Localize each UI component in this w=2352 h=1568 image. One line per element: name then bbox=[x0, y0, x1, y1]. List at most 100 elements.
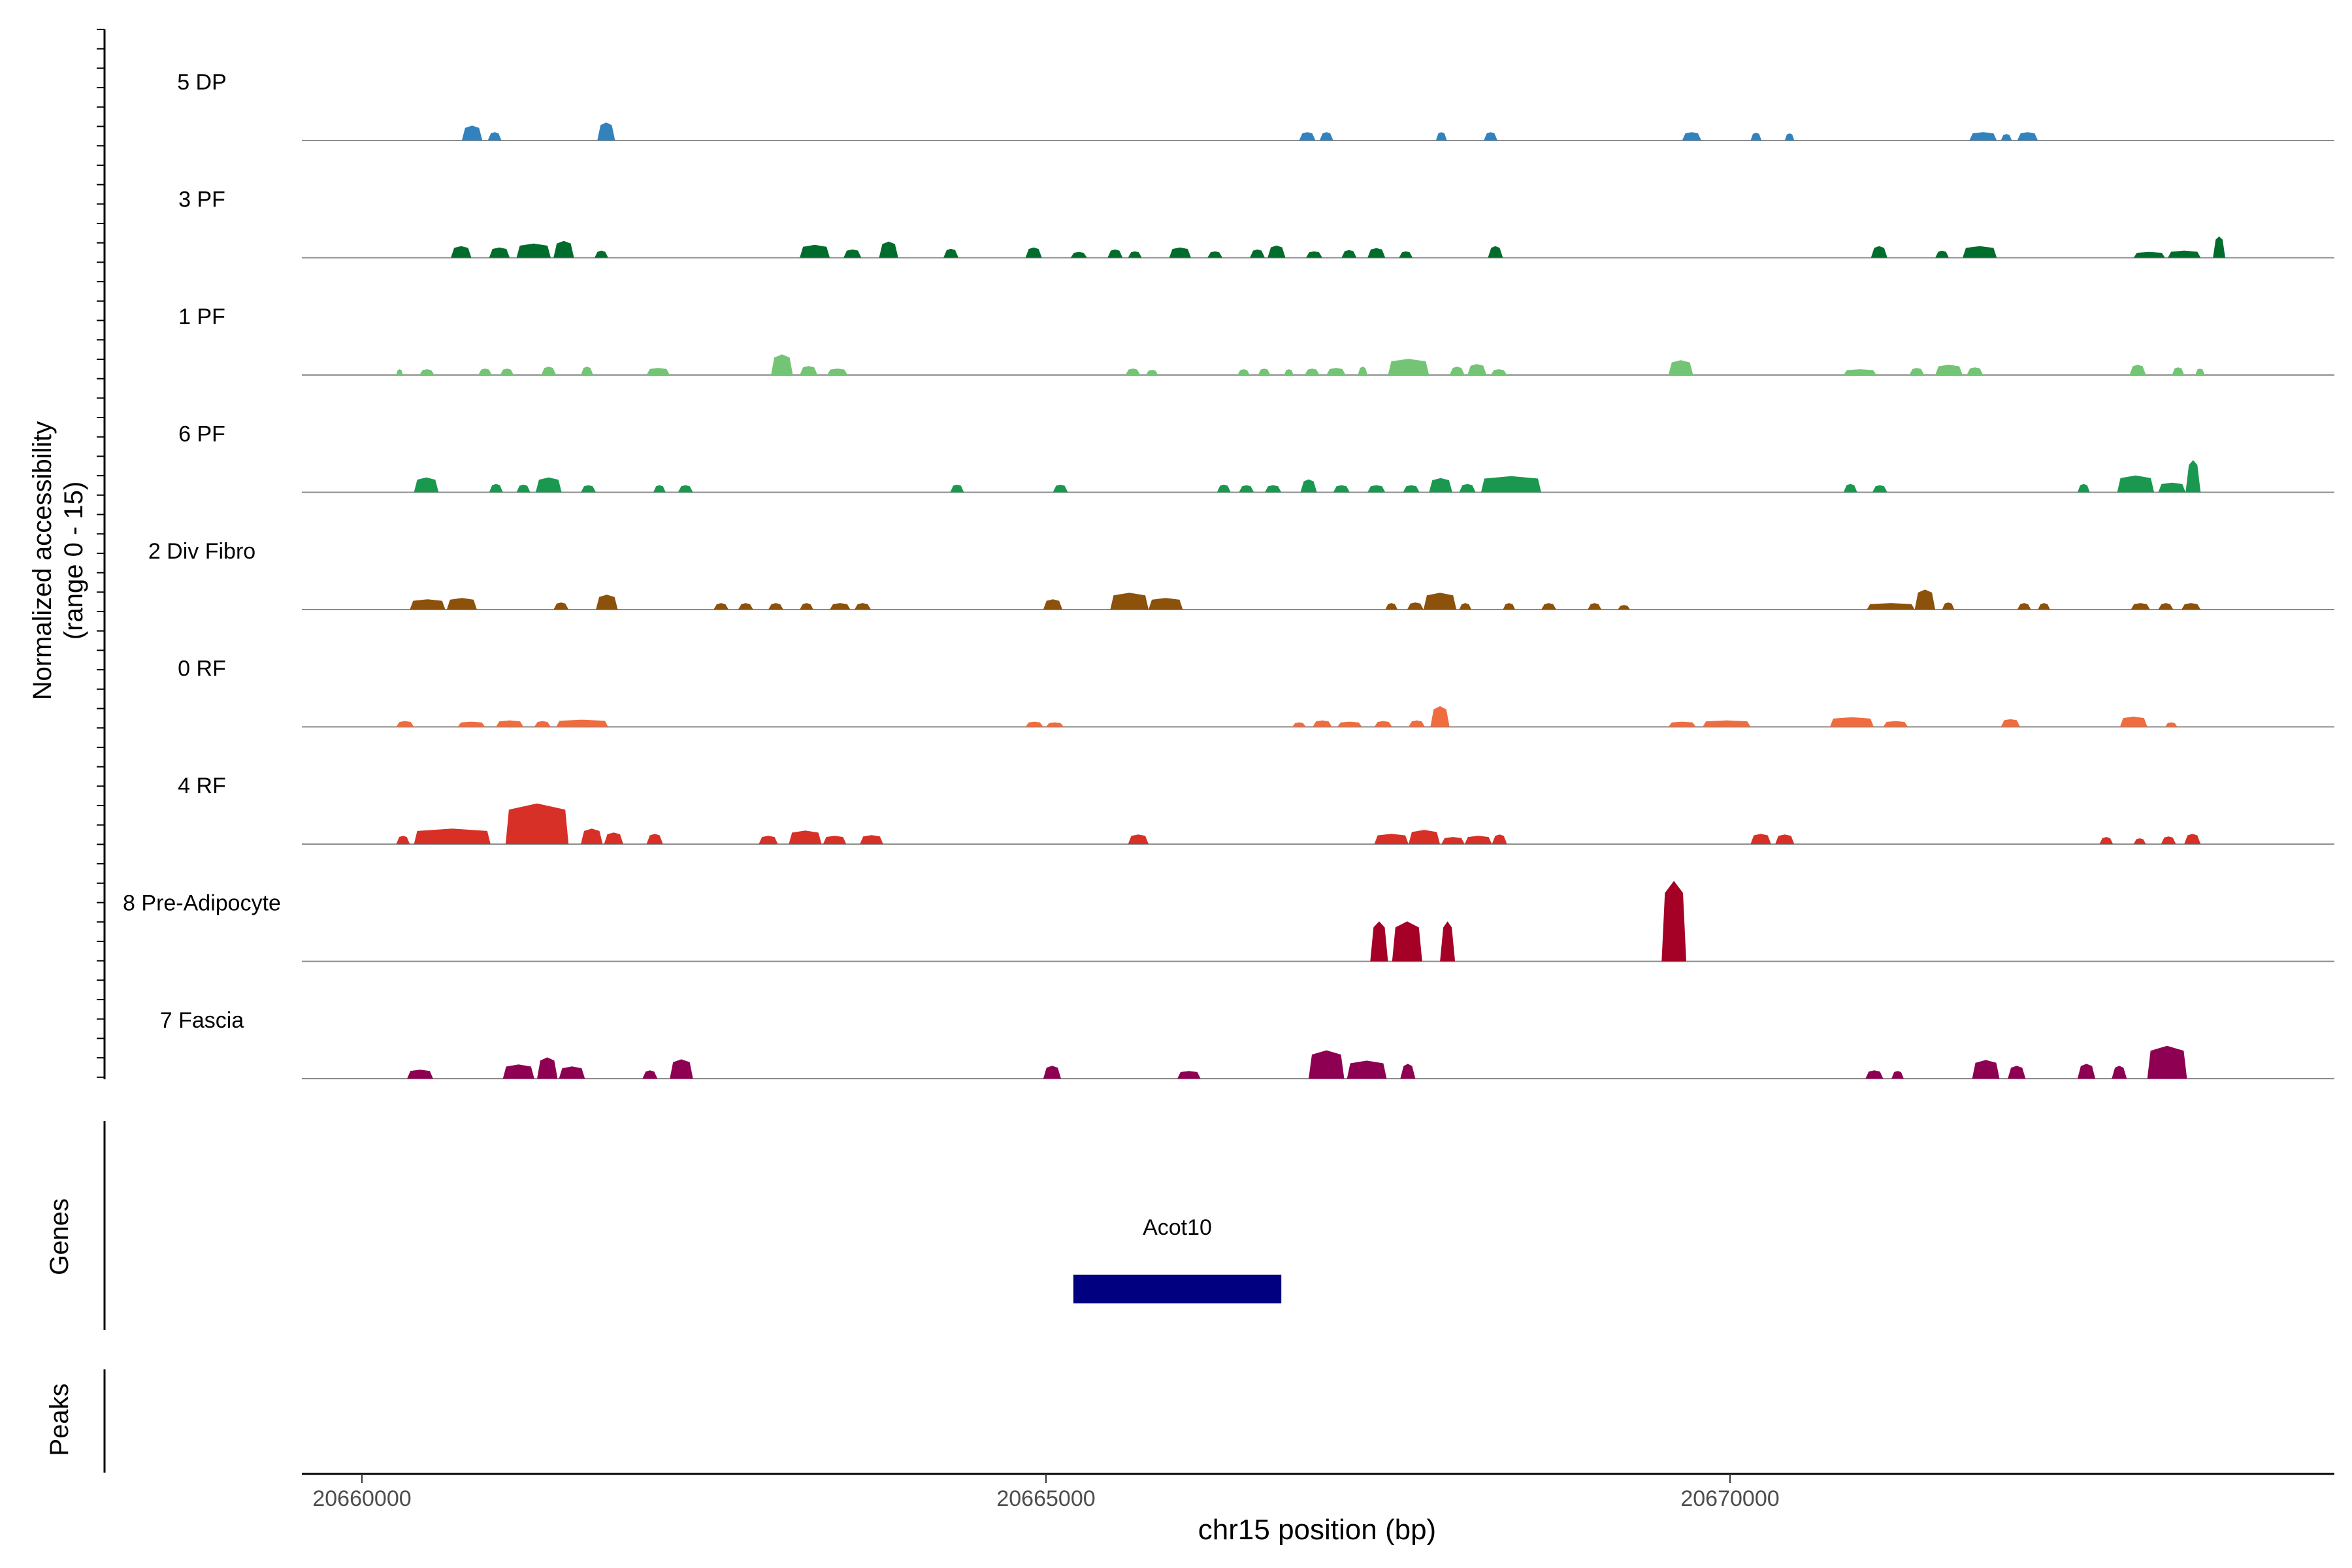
coverage-peak bbox=[1207, 251, 1223, 258]
coverage-peak bbox=[1250, 249, 1265, 258]
gene-annotations: Acot10 bbox=[1073, 1215, 1282, 1303]
coverage-peak bbox=[1503, 603, 1516, 610]
track-9: 7 Fascia bbox=[160, 1008, 2334, 1079]
coverage-peak bbox=[581, 367, 593, 375]
coverage-peak bbox=[1128, 834, 1149, 844]
coverage-peak bbox=[1309, 1050, 1345, 1079]
coverage-peak bbox=[1392, 921, 1422, 962]
coverage-peak bbox=[2161, 836, 2176, 844]
coverage-peak bbox=[461, 125, 483, 140]
coverage-peak bbox=[771, 354, 793, 375]
track-2: 3 PF bbox=[178, 188, 2334, 259]
coverage-peak bbox=[827, 368, 848, 375]
coverage-peak bbox=[407, 1070, 433, 1079]
coverage-peak bbox=[1935, 365, 1963, 375]
coverage-peak bbox=[1750, 834, 1771, 844]
coverage-peak bbox=[879, 241, 898, 258]
coverage-peak bbox=[1305, 251, 1322, 258]
coverage-peak bbox=[553, 602, 569, 610]
coverage-peak bbox=[1149, 598, 1183, 610]
coverage-peak bbox=[1464, 836, 1492, 844]
track-label: 7 Fascia bbox=[160, 1008, 244, 1033]
coverage-peak bbox=[1403, 485, 1420, 493]
y-axis-label-line1: Normalized accessibility bbox=[28, 421, 57, 700]
coverage-peak bbox=[1618, 605, 1631, 610]
coverage-peak bbox=[1909, 368, 1925, 375]
coverage-peak bbox=[1972, 1060, 2000, 1079]
coverage-peak bbox=[2213, 236, 2225, 258]
coverage-peak bbox=[1107, 249, 1123, 258]
coverage-peak bbox=[1541, 603, 1557, 610]
coverage-peak bbox=[1484, 132, 1497, 140]
coverage-peak bbox=[1265, 485, 1282, 493]
coverage-peak bbox=[854, 603, 871, 610]
coverage-peak bbox=[1337, 721, 1362, 727]
track-label: 5 DP bbox=[177, 70, 227, 95]
coverage-peak bbox=[414, 828, 491, 844]
coverage-peak bbox=[1341, 250, 1357, 258]
coverage-peak bbox=[1865, 1070, 1884, 1079]
coverage-peak bbox=[581, 828, 603, 844]
coverage-peak bbox=[1407, 602, 1424, 610]
coverage-peak bbox=[1408, 720, 1425, 727]
coverage-peak bbox=[502, 1064, 534, 1079]
coverage-peak bbox=[1347, 1060, 1387, 1079]
coverage-peak bbox=[2185, 460, 2201, 493]
coverage-peak bbox=[1459, 483, 1476, 493]
coverage-peak bbox=[1284, 369, 1294, 375]
coverage-peak bbox=[489, 247, 510, 258]
coverage-peak bbox=[500, 368, 514, 375]
coverage-peak bbox=[516, 484, 531, 493]
track-label: 2 Div Fibro bbox=[148, 539, 255, 564]
coverage-peak bbox=[516, 243, 551, 258]
coverage-peak bbox=[396, 369, 403, 375]
coverage-peak bbox=[800, 603, 813, 610]
x-axis-tick-label: 20665000 bbox=[996, 1486, 1095, 1511]
coverage-peak bbox=[1490, 369, 1507, 375]
coverage-peak bbox=[2168, 250, 2201, 258]
coverage-peak bbox=[1300, 479, 1317, 493]
coverage-peak bbox=[2017, 132, 2038, 140]
coverage-peak bbox=[2172, 367, 2185, 375]
coverage-peak bbox=[1843, 483, 1857, 493]
coverage-peak bbox=[2129, 365, 2146, 375]
x-axis-tick-label: 20670000 bbox=[1680, 1486, 1779, 1511]
coverage-peak bbox=[2158, 482, 2186, 493]
track-1: 5 DP bbox=[177, 70, 2334, 141]
coverage-peak bbox=[670, 1059, 693, 1079]
coverage-peak bbox=[1430, 706, 1450, 727]
track-label: 3 PF bbox=[178, 188, 225, 212]
coverage-peak bbox=[646, 834, 663, 844]
coverage-peak bbox=[1025, 721, 1043, 727]
coverage-peak bbox=[1872, 485, 1887, 493]
track-label: 4 RF bbox=[178, 774, 226, 798]
coverage-peak bbox=[396, 721, 414, 727]
gene-label: Acot10 bbox=[1143, 1215, 1212, 1240]
coverage-peak bbox=[1891, 1071, 1904, 1079]
y-axis-label-line2: (range 0 - 15) bbox=[59, 482, 88, 640]
coverage-peak bbox=[1043, 1066, 1061, 1079]
coverage-peak bbox=[1423, 593, 1457, 610]
coverage-peak bbox=[1942, 602, 1955, 610]
coverage-peak bbox=[1370, 921, 1388, 962]
coverage-peak bbox=[1239, 485, 1254, 493]
coverage-peak bbox=[768, 603, 783, 610]
coverage-peak bbox=[1053, 484, 1068, 493]
track-6: 0 RF bbox=[178, 657, 2334, 728]
coverage-peak bbox=[478, 368, 492, 375]
coverage-peak bbox=[1358, 367, 1368, 375]
coverage-peak bbox=[541, 367, 557, 375]
coverage-peak bbox=[451, 246, 472, 258]
coverage-peak bbox=[489, 483, 503, 493]
coverage-peak bbox=[2131, 603, 2150, 610]
coverage-peak bbox=[642, 1070, 658, 1079]
coverage-peak bbox=[2099, 837, 2114, 844]
coverage-peak bbox=[2195, 368, 2205, 375]
coverage-peak bbox=[1110, 593, 1149, 610]
track-3: 1 PF bbox=[178, 304, 2334, 376]
coverage-peak bbox=[646, 368, 670, 375]
coverage-peak bbox=[2077, 483, 2090, 493]
coverage-peak bbox=[2112, 1066, 2127, 1079]
coverage-peak bbox=[1829, 717, 1874, 727]
coverage-peak bbox=[653, 485, 666, 493]
